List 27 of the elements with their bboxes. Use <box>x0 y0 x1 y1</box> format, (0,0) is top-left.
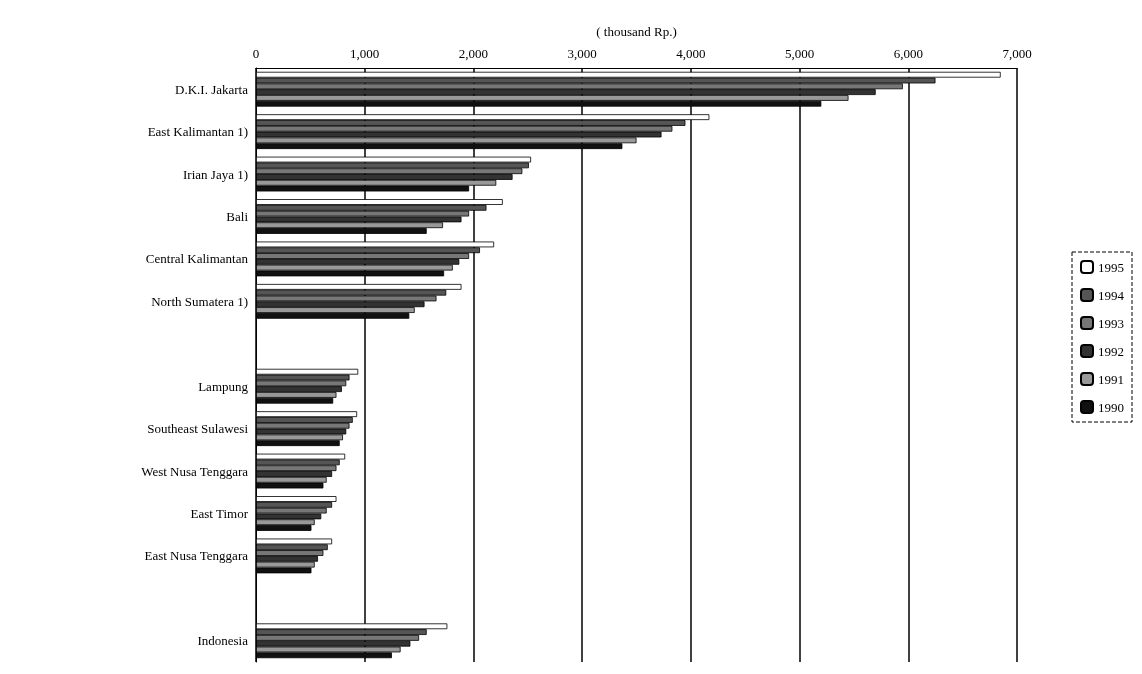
x-tick-label: 6,000 <box>893 46 923 61</box>
y-tick-label: West Nusa Tenggara <box>141 463 249 479</box>
y-tick-label: East Timor <box>190 506 249 521</box>
y-tick-label: Bali <box>226 209 249 224</box>
x-tick-label: 0 <box>252 46 260 61</box>
legend-label: 1994 <box>1098 287 1125 303</box>
y-tick-label: Lampung <box>198 378 249 394</box>
x-tick-label: 3,000 <box>567 46 597 61</box>
x-tick-label: 1,000 <box>350 46 380 61</box>
legend-label: 1995 <box>1098 259 1124 275</box>
y-tick-label: D.K.I. Jakarta <box>175 81 249 97</box>
y-tick-label: Irian Jaya 1) <box>183 166 248 182</box>
x-tick-label: 5,000 <box>784 46 815 61</box>
legend-label: 1993 <box>1098 315 1124 331</box>
x-axis-title: ( thousand Rp.) <box>596 24 677 39</box>
x-tick-label: 2,000 <box>458 46 489 61</box>
y-tick-label: Indonesia <box>197 633 249 649</box>
legend-label: 1990 <box>1098 399 1124 415</box>
x-tick-label: 7,000 <box>1002 46 1032 61</box>
y-tick-label: North Sumatera 1) <box>151 293 248 309</box>
y-tick-label: Southeast Sulawesi <box>147 421 249 437</box>
y-tick-label: East Nusa Tenggara <box>144 548 249 564</box>
x-tick-label: 4,000 <box>676 46 706 61</box>
y-tick-label: Central Kalimantan <box>145 251 249 267</box>
legend-label: 1992 <box>1098 343 1124 359</box>
legend-label: 1991 <box>1098 371 1124 387</box>
y-tick-label: East Kalimantan 1) <box>147 124 248 140</box>
